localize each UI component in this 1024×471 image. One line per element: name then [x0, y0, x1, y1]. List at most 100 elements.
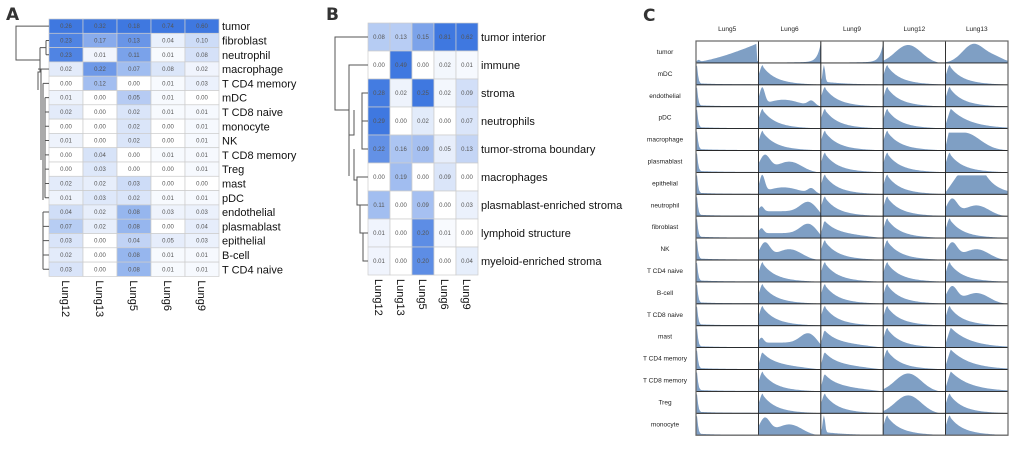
cell-value: 0.01 [196, 153, 208, 159]
panel-label-a: A [6, 5, 20, 25]
cell-value: 0.02 [94, 181, 106, 187]
row-label: T CD4 memory [222, 78, 297, 90]
dendrogram-branch [349, 110, 355, 136]
density-area [883, 152, 946, 173]
column-label: Lung9 [460, 279, 472, 310]
row-label: B-cell [657, 290, 674, 297]
cell-value: 0.29 [373, 119, 385, 125]
cell-value: 0.17 [94, 38, 106, 44]
cell-value: 0.00 [439, 203, 451, 209]
density-area [945, 349, 1008, 370]
density-cell-frame [758, 40, 822, 64]
density-cell-frame [695, 303, 759, 327]
row-label: plasmablast [222, 221, 281, 233]
density-area [883, 240, 946, 260]
density-area [883, 305, 946, 326]
row-label: monocyte [222, 121, 270, 133]
cell-value: 0.01 [461, 63, 473, 69]
column-label: Lung5 [416, 279, 428, 310]
density-area [883, 283, 946, 304]
density-cell-frame [820, 412, 884, 436]
density-area [820, 108, 884, 129]
density-area [758, 87, 821, 107]
row-label: lymphoid structure [481, 228, 571, 240]
cell-value: 0.01 [373, 231, 385, 237]
panel-c-density-grid: Lung5 Lung6 Lung9 Lung12 Lung13 tumor mDC endot… [643, 26, 1009, 436]
density-area [696, 416, 759, 436]
density-cell-frame [695, 62, 759, 86]
density-area [883, 262, 946, 282]
density-cell-frame [695, 150, 759, 173]
cell-value: 0.00 [395, 203, 407, 209]
cell-value: 0.08 [128, 253, 140, 259]
row-label: neutrophil [222, 50, 270, 62]
cell-value: 0.03 [196, 210, 208, 216]
cell-value: 0.09 [461, 91, 473, 97]
column-label: Lung5 [718, 26, 736, 33]
density-area [820, 152, 884, 173]
density-area [696, 131, 759, 151]
cell-value: 0.00 [439, 259, 451, 265]
cell-value: 0.16 [395, 147, 407, 153]
column-label: Lung9 [195, 280, 207, 311]
density-area [945, 86, 1008, 107]
cell-value: 0.09 [417, 203, 429, 209]
cell-value: 0.26 [60, 24, 72, 30]
cell-value: 0.01 [162, 253, 174, 259]
cell-value: 0.00 [162, 139, 174, 145]
cell-value: 0.02 [60, 253, 72, 259]
row-label: fibroblast [222, 35, 267, 47]
cell-value: 0.03 [196, 81, 208, 87]
row-label: pDC [222, 193, 244, 205]
density-area [820, 86, 884, 107]
row-label: NK [660, 246, 670, 253]
cell-value: 0.08 [196, 53, 208, 59]
cell-value: 0.23 [60, 38, 72, 44]
density-area [696, 65, 759, 85]
heatmap-cell [184, 261, 220, 277]
cell-value: 0.12 [94, 81, 106, 87]
row-label: mDC [658, 71, 673, 78]
density-area [820, 352, 884, 370]
row-label: Treg [658, 399, 672, 406]
cell-value: 0.08 [128, 267, 140, 273]
cell-value: 0.22 [373, 147, 385, 153]
density-area [945, 242, 1008, 260]
cell-value: 0.03 [94, 196, 106, 202]
cell-value: 0.13 [128, 38, 140, 44]
density-area [696, 328, 759, 348]
cell-value: 0.13 [461, 147, 473, 153]
cell-value: 0.28 [373, 91, 385, 97]
density-area [758, 242, 821, 260]
density-area [696, 350, 759, 370]
cell-value: 0.10 [196, 38, 208, 44]
cell-value: 0.02 [60, 67, 72, 73]
cell-value: 0.02 [417, 119, 429, 125]
density-cell-frame [695, 347, 759, 370]
column-label: Lung13 [394, 279, 406, 316]
density-area [883, 86, 946, 107]
dendrogram-branch [353, 149, 368, 181]
column-label: Lung12 [904, 26, 926, 33]
density-area [758, 305, 821, 326]
cell-value: 0.03 [128, 181, 140, 187]
row-label: endothelial [649, 93, 681, 100]
density-area [945, 415, 1008, 436]
dendrogram-branch [42, 82, 49, 200]
density-area [883, 349, 946, 370]
dendrogram-branch [45, 111, 49, 199]
cell-value: 0.25 [417, 91, 429, 97]
cell-value: 0.05 [162, 239, 174, 245]
density-area [945, 198, 1008, 217]
density-area [820, 262, 884, 282]
cell-value: 0.01 [196, 196, 208, 202]
density-area [820, 221, 884, 239]
cell-value: 0.32 [94, 24, 106, 30]
density-area [820, 283, 884, 304]
density-area [758, 130, 821, 151]
row-label: mast [658, 334, 672, 341]
density-cell-frame [695, 84, 759, 108]
cell-value: 0.02 [196, 67, 208, 73]
density-area [820, 130, 884, 151]
